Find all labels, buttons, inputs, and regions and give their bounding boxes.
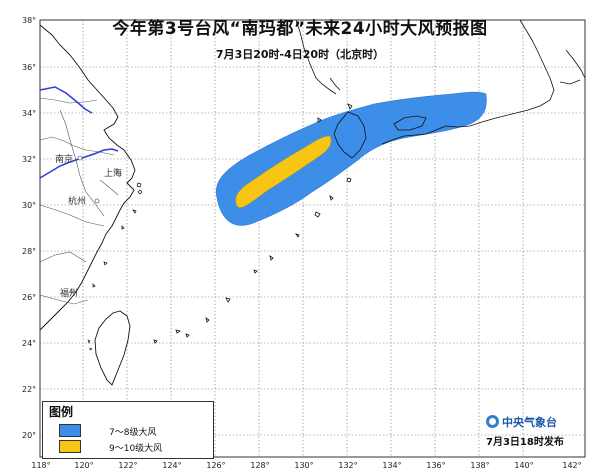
lon-tick: 126° <box>206 461 225 470</box>
lon-tick: 124° <box>162 461 181 470</box>
cma-logo-icon <box>486 415 499 428</box>
city-dot-fuzhou <box>69 288 75 294</box>
city-dot-nanjing <box>77 155 83 161</box>
organization: 中央气象台 <box>486 414 557 430</box>
legend-swatch-9-10 <box>59 440 81 453</box>
lat-tick: 38° <box>22 16 36 25</box>
lon-tick: 134° <box>382 461 401 470</box>
longitude-ticks: 118° 120° 122° 124° 126° 128° 130° 132° … <box>31 461 581 470</box>
lon-tick: 142° <box>562 461 581 470</box>
lon-tick: 130° <box>294 461 313 470</box>
legend-swatch-7-8 <box>59 424 81 437</box>
city-markers <box>69 155 119 294</box>
lat-tick: 26° <box>22 293 36 302</box>
lon-tick: 140° <box>514 461 533 470</box>
wind-zone-9-10 <box>235 135 332 208</box>
legend-label-7-8: 7～8级大风 <box>109 428 157 438</box>
latitude-ticks: 38° 36° 34° 32° 30° 28° 26° 24° 22° 20° <box>22 16 36 440</box>
city-dot-shanghai <box>113 168 119 174</box>
city-dot-hangzhou <box>94 198 100 204</box>
korea-coast <box>295 19 341 95</box>
china-mainland <box>39 24 136 331</box>
map-subtitle: 7月3日20时-4日20时（北京时） <box>215 48 385 61</box>
legend-label-9-10: 9～10级大风 <box>109 444 163 454</box>
lon-tick: 118° <box>31 461 50 470</box>
lat-tick: 24° <box>22 339 36 348</box>
lon-tick: 132° <box>338 461 357 470</box>
city-label-fuzhou: 福州 <box>60 287 78 299</box>
japan-islands <box>153 19 586 344</box>
map-frame <box>39 19 586 458</box>
graticule <box>40 20 585 457</box>
lat-tick: 32° <box>22 155 36 164</box>
legend-title: 图例 <box>49 405 74 419</box>
wind-zone-7-8 <box>215 91 487 226</box>
lat-tick: 34° <box>22 109 36 118</box>
lat-tick: 22° <box>22 385 36 394</box>
lon-tick: 120° <box>74 461 93 470</box>
release-time: 7月3日18时发布 <box>486 437 564 448</box>
lat-tick: 20° <box>22 431 36 440</box>
city-label-hangzhou: 杭州 <box>68 195 86 207</box>
province-boundaries <box>39 97 119 305</box>
lon-tick: 122° <box>118 461 137 470</box>
lon-tick: 136° <box>426 461 445 470</box>
city-label-shanghai: 上海 <box>104 167 122 179</box>
penghu-islands <box>87 339 93 351</box>
legend-box: 图例 7～8级大风 9～10级大风 <box>42 401 214 459</box>
lon-tick: 138° <box>470 461 489 470</box>
lat-tick: 30° <box>22 201 36 210</box>
city-label-nanjing: 南京 <box>55 153 73 165</box>
coastal-islands <box>92 182 143 288</box>
lat-tick: 36° <box>22 63 36 72</box>
lon-tick: 128° <box>250 461 269 470</box>
lat-tick: 28° <box>22 247 36 256</box>
map-title: 今年第3号台风“南玛都”未来24小时大风预报图 <box>112 19 488 39</box>
organization-name: 中央气象台 <box>502 416 557 429</box>
taiwan-island <box>94 310 131 386</box>
